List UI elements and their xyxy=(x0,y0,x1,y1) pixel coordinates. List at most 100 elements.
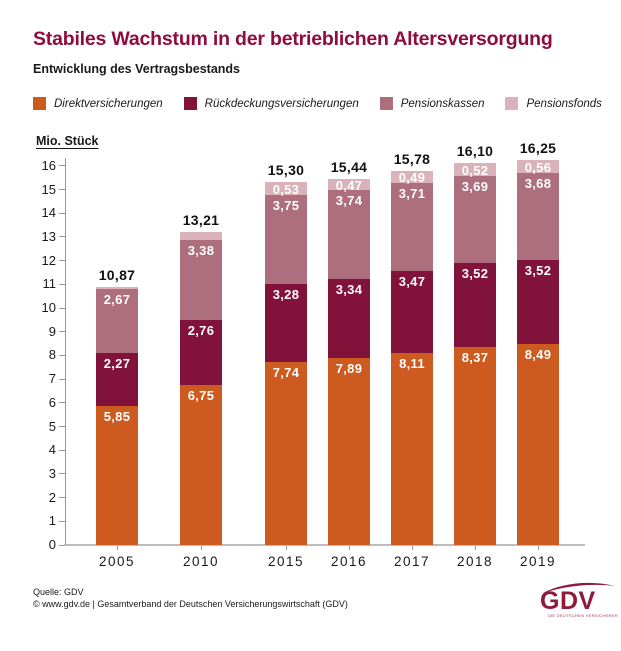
x-tick-label: 2015 xyxy=(267,554,305,569)
bar-segment xyxy=(454,175,496,264)
legend-label: Pensionsfonds xyxy=(526,97,602,110)
bar-segment xyxy=(328,190,370,279)
bar-segment-value: 0,52 xyxy=(461,162,489,178)
bar-total-value: 13,21 xyxy=(182,211,220,228)
bar-segment-value: 3,52 xyxy=(524,263,552,279)
gdv-logo: GDV DIE DEUTSCHEN VERSICHERER xyxy=(540,581,618,618)
y-tick-mark xyxy=(59,189,65,190)
x-tick-mark xyxy=(200,546,202,550)
y-tick-mark xyxy=(59,402,65,404)
y-tick-label: 12 xyxy=(41,252,56,268)
bar-segment xyxy=(96,287,138,290)
footer-source: Quelle: GDV xyxy=(33,587,84,597)
y-tick-label: 4 xyxy=(48,442,56,458)
y-tick-label: 10 xyxy=(41,300,56,315)
bar-total-value: 16,25 xyxy=(519,139,557,156)
legend-item-0: Direktversicherungen xyxy=(33,97,163,110)
y-tick-mark xyxy=(59,165,65,167)
y-tick-mark xyxy=(59,378,65,380)
bar-segment xyxy=(180,319,222,386)
bar-segment-value: 3,74 xyxy=(335,193,363,209)
x-tick-label: 2016 xyxy=(330,554,368,569)
bar-segment xyxy=(96,352,138,407)
legend-item-2: Pensionskassen xyxy=(379,97,484,110)
x-tick-label: 2018 xyxy=(456,554,494,569)
y-tick-mark xyxy=(59,354,65,356)
bar-segment xyxy=(391,352,433,545)
bar-segment-value: 3,71 xyxy=(398,185,426,201)
y-tick-label: 6 xyxy=(48,394,56,410)
x-tick-mark xyxy=(474,546,476,550)
y-tick-mark xyxy=(59,236,65,238)
bar-segment xyxy=(517,173,559,261)
bar-segment xyxy=(180,231,222,240)
bar-segment xyxy=(265,283,307,362)
legend-label: Rückdeckungsversicherungen xyxy=(204,97,359,110)
page-subtitle: Entwicklung des Vertragsbestands xyxy=(33,62,241,76)
bar-segment xyxy=(391,270,433,353)
y-tick-mark xyxy=(59,212,65,214)
page-title: Stabiles Wachstum in der betrieblichen A… xyxy=(33,28,553,50)
x-tick-label: 2019 xyxy=(519,554,557,569)
x-tick-mark xyxy=(116,546,118,550)
y-tick-label: 0 xyxy=(48,537,56,552)
y-tick-mark xyxy=(59,307,65,309)
y-tick-label: 16 xyxy=(41,157,56,173)
y-tick-mark xyxy=(59,473,65,475)
x-tick-label: 2010 xyxy=(182,554,220,569)
bar-segment-value: 3,69 xyxy=(461,178,489,194)
x-tick-mark xyxy=(537,546,539,550)
bar-segment-value: 2,76 xyxy=(187,322,215,338)
y-tick-label: 1 xyxy=(48,513,56,529)
bar-total-value: 10,87 xyxy=(98,267,136,284)
legend-swatch-icon xyxy=(183,97,197,110)
bar-segment-value: 3,52 xyxy=(461,266,489,282)
bar-segment xyxy=(454,346,496,545)
y-tick-label: 13 xyxy=(41,228,56,244)
bar-segment xyxy=(265,194,307,284)
bar-total-value: 16,10 xyxy=(456,143,494,160)
legend-label: Direktversicherungen xyxy=(54,97,163,110)
x-tick-label: 2005 xyxy=(98,554,136,569)
y-tick-mark xyxy=(59,449,65,451)
bar-segment-value: 3,47 xyxy=(398,273,426,289)
legend-item-1: Rückdeckungsversicherungen xyxy=(183,97,359,110)
legend-swatch-icon xyxy=(33,97,46,110)
y-tick-label: 9 xyxy=(48,323,56,339)
x-tick-mark xyxy=(411,546,413,550)
legend-item-3: Pensionsfonds xyxy=(505,97,602,110)
bar-segment-value: 3,34 xyxy=(335,281,363,297)
bar-segment xyxy=(96,406,138,545)
y-tick-mark xyxy=(59,283,65,285)
y-tick-label: 14 xyxy=(41,205,56,221)
y-tick-mark xyxy=(59,426,65,427)
bar-segment-value: 8,37 xyxy=(461,349,489,365)
bar-segment xyxy=(517,260,559,344)
y-tick-label: 15 xyxy=(41,181,56,197)
bar-total-value: 15,44 xyxy=(330,159,368,176)
bar-segment-value: 0,49 xyxy=(398,169,426,185)
legend-swatch-icon xyxy=(379,97,393,110)
y-axis-unit-label: Mio. Stück xyxy=(36,134,99,148)
y-tick-label: 5 xyxy=(48,418,56,434)
gdv-logo-tagline: DIE DEUTSCHEN VERSICHERER xyxy=(547,613,618,619)
bar-segment xyxy=(96,289,138,353)
bar-segment-value: 3,28 xyxy=(272,286,300,302)
bar-segment xyxy=(517,159,559,174)
legend: Direktversicherungen Rückdeckungsversiche… xyxy=(33,97,602,110)
bar-segment xyxy=(454,263,496,347)
y-tick-mark xyxy=(59,544,65,546)
gdv-logo-text: GDV xyxy=(540,587,596,615)
bar-segment xyxy=(517,343,559,545)
bar-segment-value: 7,89 xyxy=(335,361,363,376)
bar-segment-value: 8,11 xyxy=(399,355,425,371)
bar-segment xyxy=(454,163,496,176)
y-tick-label: 7 xyxy=(48,371,56,387)
x-tick-label: 2017 xyxy=(393,554,431,569)
bar-segment xyxy=(328,278,370,358)
bar-segment-value: 0,53 xyxy=(272,181,300,197)
y-tick-mark xyxy=(59,260,65,262)
legend-swatch-icon xyxy=(505,97,519,110)
bar-segment-value: 5,85 xyxy=(103,409,131,425)
